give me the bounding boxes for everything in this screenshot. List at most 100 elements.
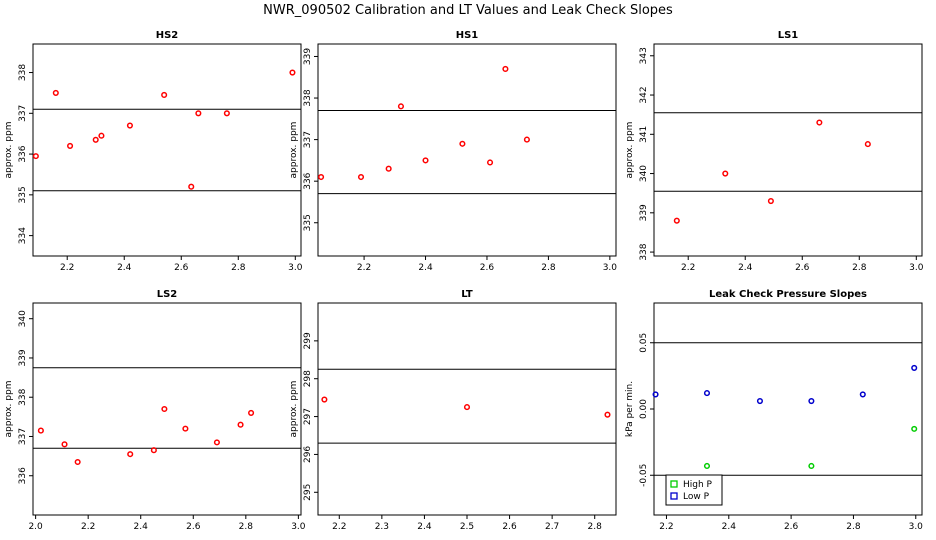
data-point [808, 462, 815, 470]
x-tick-label: 2.8 [231, 263, 246, 273]
data-point [652, 391, 659, 398]
x-tick-label: 2.4 [738, 263, 753, 273]
data-point [767, 197, 774, 205]
y-tick-label: 334 [18, 227, 28, 244]
x-tick-label: 2.2 [681, 263, 695, 273]
plot-frame [653, 43, 923, 257]
panel-title: LS2 [157, 289, 178, 300]
y-tick-label: 342 [639, 86, 649, 103]
plot-frame [32, 43, 302, 257]
legend-label: Low P [683, 492, 710, 502]
panel-ls2: LS2 2.0 2.2 2.4 2.6 2.8 3.0 336 337 338 339 340 appr… [4, 289, 306, 532]
x-tick-label: 2.4 [418, 263, 433, 273]
x-tick-label: 2.6 [480, 263, 495, 273]
data-point [52, 89, 59, 96]
x-tick-label: 2.4 [722, 522, 737, 532]
data-point [150, 447, 157, 454]
data-point [67, 142, 74, 149]
y-tick-label: 338 [639, 243, 649, 260]
data-point [722, 170, 729, 177]
data-point [127, 451, 134, 458]
y-tick-label: 295 [303, 484, 313, 501]
plot-frame [32, 302, 302, 516]
x-tick-label: 2.5 [460, 522, 474, 532]
data-point [321, 396, 328, 403]
panel-hs1: HS1 2.2 2.4 2.6 2.8 3.0 335 336 337 338 339 approx.… [289, 30, 617, 273]
data-point [385, 165, 392, 172]
data-point [604, 411, 611, 418]
data-point [37, 427, 44, 434]
y-tick-label: 336 [303, 172, 313, 189]
x-tick-label: 2.4 [417, 522, 432, 532]
panel-leak-check-pressure-slopes: Leak Check Pressure Slopes 2.2 2.4 2.6 2.8 3.… [625, 289, 923, 532]
x-tick-label: 2.6 [174, 263, 189, 273]
y-axis-label: approx. ppm [625, 122, 635, 179]
x-tick-label: 2.6 [784, 522, 799, 532]
x-tick-label: 2.2 [332, 522, 346, 532]
data-point [223, 110, 230, 117]
x-tick-label: 3.0 [288, 263, 303, 273]
y-tick-label: 339 [18, 349, 28, 366]
x-tick-label: 2.2 [81, 522, 95, 532]
y-tick-label: 338 [18, 388, 28, 405]
x-tick-label: 2.6 [502, 522, 517, 532]
data-point [195, 110, 202, 117]
data-point [756, 398, 764, 405]
y-axis-label: approx. ppm [4, 122, 14, 179]
data-point [182, 425, 189, 432]
data-point [98, 132, 105, 139]
x-tick-label: 2.4 [134, 522, 149, 532]
y-tick-label: 340 [18, 310, 28, 327]
x-tick-label: 2.0 [28, 522, 43, 532]
x-tick-label: 2.8 [588, 522, 603, 532]
plot-frame [317, 43, 617, 257]
data-point [463, 404, 471, 411]
y-tick-label: 339 [639, 204, 649, 221]
x-tick-label: 3.0 [909, 522, 924, 532]
figure-title: NWR_090502 Calibration and LT Values and… [263, 3, 673, 18]
y-axis-label: kPa per min. [625, 381, 635, 437]
panel-title: LS1 [778, 30, 799, 41]
x-tick-label: 3.0 [603, 263, 618, 273]
y-tick-label: 343 [639, 47, 649, 64]
data-point [859, 391, 866, 398]
data-point [703, 462, 711, 470]
x-tick-label: 2.8 [852, 263, 867, 273]
data-point [703, 390, 711, 397]
x-tick-label: 3.0 [291, 522, 306, 532]
x-tick-label: 2.6 [186, 522, 201, 532]
y-tick-label: 338 [303, 89, 313, 106]
y-tick-label: 335 [303, 214, 313, 231]
data-point [126, 122, 133, 129]
data-point [502, 65, 509, 72]
panel-title: LT [461, 289, 473, 300]
legend-label: High P [683, 480, 713, 490]
y-tick-label: 337 [18, 105, 28, 122]
y-tick-label: 0.00 [639, 399, 649, 419]
y-tick-label: 0.05 [639, 333, 649, 353]
y-tick-label: 336 [18, 145, 28, 162]
data-point [808, 398, 815, 405]
x-tick-label: 2.8 [541, 263, 556, 273]
data-point [523, 136, 530, 143]
data-point [92, 136, 99, 143]
data-point [61, 441, 68, 448]
data-point [248, 409, 255, 416]
legend-marker [670, 492, 678, 500]
data-point [161, 405, 168, 413]
x-tick-label: 3.0 [909, 263, 924, 273]
x-tick-label: 2.2 [357, 263, 371, 273]
y-axis-label: approx. ppm [4, 381, 14, 438]
x-tick-label: 2.8 [846, 522, 861, 532]
y-tick-label: 297 [303, 408, 313, 425]
y-tick-label: 338 [18, 64, 28, 81]
data-point [213, 439, 220, 446]
y-tick-label: 337 [303, 131, 313, 148]
x-tick-label: 2.4 [117, 263, 132, 273]
data-point [911, 364, 918, 371]
y-axis-label: approx. ppm [289, 122, 299, 179]
y-tick-label: -0.05 [639, 464, 649, 487]
legend: High P Low P [665, 474, 723, 506]
data-point [911, 425, 918, 432]
y-axis-label: approx. ppm [289, 381, 299, 438]
